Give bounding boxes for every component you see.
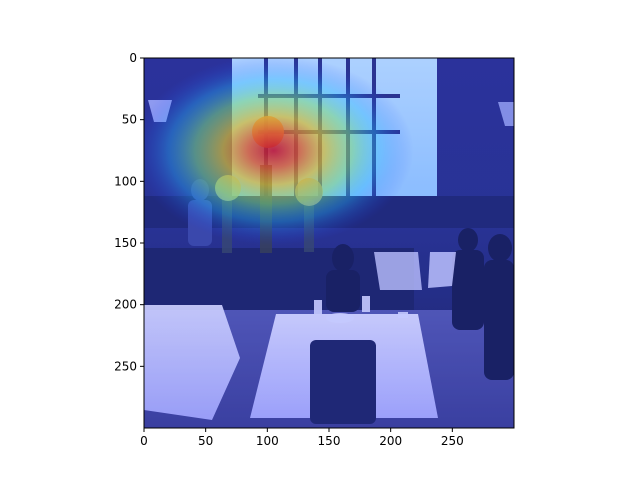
x-tick-label: 250 xyxy=(441,434,464,448)
x-tick-label: 150 xyxy=(318,434,341,448)
heat-blob xyxy=(144,58,414,246)
x-tick-label: 0 xyxy=(140,434,148,448)
y-axis-ticks: 0 50 100 150 200 250 xyxy=(114,51,144,373)
x-tick-label: 50 xyxy=(198,434,213,448)
y-tick-label: 250 xyxy=(114,359,137,373)
table-left xyxy=(144,305,240,420)
y-tick-label: 150 xyxy=(114,236,137,250)
x-tick-label: 200 xyxy=(379,434,402,448)
x-axis-ticks: 0 50 100 150 200 250 xyxy=(140,428,464,448)
diners xyxy=(188,179,514,380)
table-right xyxy=(428,252,456,288)
table-back xyxy=(374,252,422,290)
glassware xyxy=(314,296,408,323)
y-tick-label: 100 xyxy=(114,174,137,188)
y-tick-label: 200 xyxy=(114,298,137,312)
x-tick-label: 100 xyxy=(256,434,279,448)
y-tick-label: 0 xyxy=(129,51,137,65)
y-tick-label: 50 xyxy=(122,113,137,127)
chair xyxy=(310,340,376,424)
heatmap-overlay xyxy=(144,58,514,428)
cool-tint xyxy=(144,58,514,428)
wall-lamp-right xyxy=(498,102,514,126)
plot-area xyxy=(144,58,514,428)
